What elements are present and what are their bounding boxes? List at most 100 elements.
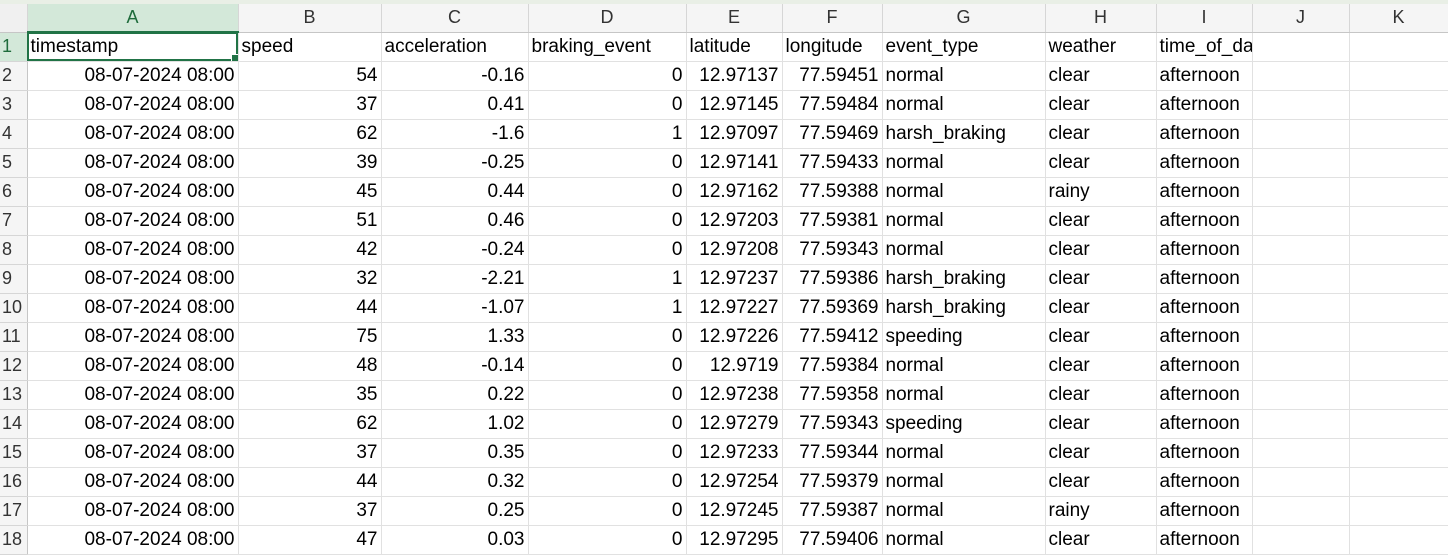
cell-a11[interactable]: 08-07-2024 08:00 <box>27 322 239 352</box>
cell-k10[interactable] <box>1349 293 1448 323</box>
column-header-b[interactable]: B <box>238 4 382 33</box>
cell-g14[interactable]: speeding <box>882 409 1046 439</box>
cell-a17[interactable]: 08-07-2024 08:00 <box>27 496 239 526</box>
cell-h7[interactable]: clear <box>1045 206 1157 236</box>
column-header-j[interactable]: J <box>1252 4 1350 33</box>
cell-d15[interactable]: 0 <box>528 438 687 468</box>
cell-d16[interactable]: 0 <box>528 467 687 497</box>
cell-f4[interactable]: 77.59469 <box>782 119 883 149</box>
cell-f6[interactable]: 77.59388 <box>782 177 883 207</box>
cell-k2[interactable] <box>1349 61 1448 91</box>
cell-h13[interactable]: clear <box>1045 380 1157 410</box>
cell-j2[interactable] <box>1252 61 1350 91</box>
row-header-7[interactable]: 7 <box>0 206 28 236</box>
cell-g2[interactable]: normal <box>882 61 1046 91</box>
cell-g18[interactable]: normal <box>882 525 1046 555</box>
cell-c18[interactable]: 0.03 <box>381 525 529 555</box>
cell-k16[interactable] <box>1349 467 1448 497</box>
cell-k1[interactable] <box>1349 32 1448 62</box>
cell-a7[interactable]: 08-07-2024 08:00 <box>27 206 239 236</box>
cell-b3[interactable]: 37 <box>238 90 382 120</box>
cell-i11[interactable]: afternoon <box>1156 322 1253 352</box>
cell-e11[interactable]: 12.97226 <box>686 322 783 352</box>
cell-h12[interactable]: clear <box>1045 351 1157 381</box>
cell-d13[interactable]: 0 <box>528 380 687 410</box>
cell-c5[interactable]: -0.25 <box>381 148 529 178</box>
cell-f10[interactable]: 77.59369 <box>782 293 883 323</box>
cell-k17[interactable] <box>1349 496 1448 526</box>
cell-g7[interactable]: normal <box>882 206 1046 236</box>
cell-a14[interactable]: 08-07-2024 08:00 <box>27 409 239 439</box>
cell-a3[interactable]: 08-07-2024 08:00 <box>27 90 239 120</box>
cell-k5[interactable] <box>1349 148 1448 178</box>
cell-a2[interactable]: 08-07-2024 08:00 <box>27 61 239 91</box>
cell-b2[interactable]: 54 <box>238 61 382 91</box>
cell-g3[interactable]: normal <box>882 90 1046 120</box>
cell-j18[interactable] <box>1252 525 1350 555</box>
cell-k15[interactable] <box>1349 438 1448 468</box>
cell-c17[interactable]: 0.25 <box>381 496 529 526</box>
cell-d6[interactable]: 0 <box>528 177 687 207</box>
cell-b6[interactable]: 45 <box>238 177 382 207</box>
cell-f18[interactable]: 77.59406 <box>782 525 883 555</box>
cell-e7[interactable]: 12.97203 <box>686 206 783 236</box>
cell-c13[interactable]: 0.22 <box>381 380 529 410</box>
cell-i4[interactable]: afternoon <box>1156 119 1253 149</box>
cell-f5[interactable]: 77.59433 <box>782 148 883 178</box>
cell-i7[interactable]: afternoon <box>1156 206 1253 236</box>
column-header-d[interactable]: D <box>528 4 687 33</box>
cell-g13[interactable]: normal <box>882 380 1046 410</box>
cell-k11[interactable] <box>1349 322 1448 352</box>
cell-j11[interactable] <box>1252 322 1350 352</box>
cell-b12[interactable]: 48 <box>238 351 382 381</box>
cell-g1[interactable]: event_type <box>882 32 1046 62</box>
cell-f11[interactable]: 77.59412 <box>782 322 883 352</box>
cell-k7[interactable] <box>1349 206 1448 236</box>
cell-c12[interactable]: -0.14 <box>381 351 529 381</box>
cell-d10[interactable]: 1 <box>528 293 687 323</box>
cell-a10[interactable]: 08-07-2024 08:00 <box>27 293 239 323</box>
cell-b11[interactable]: 75 <box>238 322 382 352</box>
cell-j6[interactable] <box>1252 177 1350 207</box>
cell-c4[interactable]: -1.6 <box>381 119 529 149</box>
column-header-h[interactable]: H <box>1045 4 1157 33</box>
cell-k13[interactable] <box>1349 380 1448 410</box>
cell-j12[interactable] <box>1252 351 1350 381</box>
cell-b4[interactable]: 62 <box>238 119 382 149</box>
cell-e6[interactable]: 12.97162 <box>686 177 783 207</box>
row-header-8[interactable]: 8 <box>0 235 28 265</box>
cell-i12[interactable]: afternoon <box>1156 351 1253 381</box>
cell-f12[interactable]: 77.59384 <box>782 351 883 381</box>
cell-a4[interactable]: 08-07-2024 08:00 <box>27 119 239 149</box>
cell-d7[interactable]: 0 <box>528 206 687 236</box>
cell-c15[interactable]: 0.35 <box>381 438 529 468</box>
cell-k9[interactable] <box>1349 264 1448 294</box>
cell-f8[interactable]: 77.59343 <box>782 235 883 265</box>
cell-j17[interactable] <box>1252 496 1350 526</box>
cell-h2[interactable]: clear <box>1045 61 1157 91</box>
cell-d17[interactable]: 0 <box>528 496 687 526</box>
cell-i8[interactable]: afternoon <box>1156 235 1253 265</box>
cell-f7[interactable]: 77.59381 <box>782 206 883 236</box>
cell-e17[interactable]: 12.97245 <box>686 496 783 526</box>
cell-d12[interactable]: 0 <box>528 351 687 381</box>
cell-e10[interactable]: 12.97227 <box>686 293 783 323</box>
cell-j14[interactable] <box>1252 409 1350 439</box>
cell-j10[interactable] <box>1252 293 1350 323</box>
cell-i6[interactable]: afternoon <box>1156 177 1253 207</box>
cell-a15[interactable]: 08-07-2024 08:00 <box>27 438 239 468</box>
row-header-11[interactable]: 11 <box>0 322 28 352</box>
cell-c1[interactable]: acceleration <box>381 32 529 62</box>
cell-e5[interactable]: 12.97141 <box>686 148 783 178</box>
cell-i13[interactable]: afternoon <box>1156 380 1253 410</box>
column-header-c[interactable]: C <box>381 4 529 33</box>
cell-k8[interactable] <box>1349 235 1448 265</box>
cell-h3[interactable]: clear <box>1045 90 1157 120</box>
row-header-6[interactable]: 6 <box>0 177 28 207</box>
cell-h10[interactable]: clear <box>1045 293 1157 323</box>
cell-c9[interactable]: -2.21 <box>381 264 529 294</box>
row-header-3[interactable]: 3 <box>0 90 28 120</box>
column-header-f[interactable]: F <box>782 4 883 33</box>
cell-g16[interactable]: normal <box>882 467 1046 497</box>
cell-e1[interactable]: latitude <box>686 32 783 62</box>
